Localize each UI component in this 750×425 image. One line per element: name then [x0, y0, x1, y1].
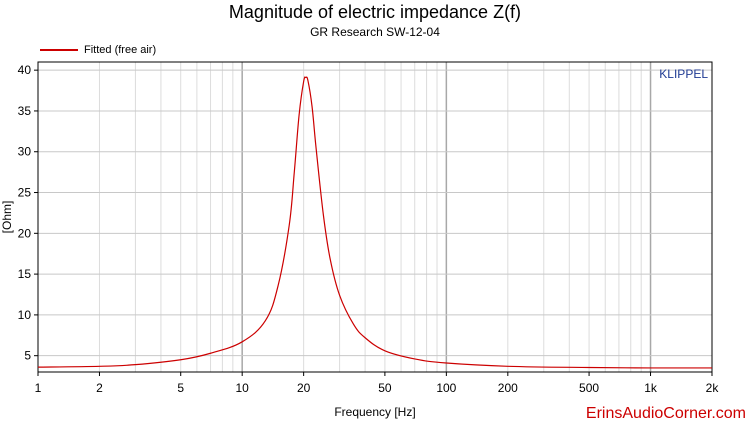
x-tick-label: 20 — [297, 381, 311, 395]
klippel-brand-label: KLIPPEL — [659, 67, 708, 81]
y-axis-label: [Ohm] — [0, 201, 14, 234]
x-tick-label: 2 — [96, 381, 103, 395]
impedance-curve — [37, 76, 713, 369]
plot-frame — [37, 61, 713, 373]
y-tick-label: 10 — [18, 308, 32, 322]
y-tick-label: 40 — [18, 63, 32, 77]
x-tick-label: 500 — [579, 381, 599, 395]
legend-swatch — [40, 49, 78, 51]
y-tick-label: 25 — [18, 186, 32, 200]
chart-subtitle: GR Research SW-12-04 — [310, 25, 440, 39]
x-tick-label: 10 — [235, 381, 249, 395]
legend-label: Fitted (free air) — [84, 44, 157, 56]
x-axis-ticks: 1 2 5 10 20 50 100 200 500 1k 2k — [35, 372, 720, 395]
x-tick-label: 2k — [706, 381, 720, 395]
x-tick-label: 1 — [35, 381, 42, 395]
chart-title: Magnitude of electric impedance Z(f) — [228, 2, 522, 22]
grid-major — [38, 62, 712, 372]
grid-minor — [98, 62, 713, 372]
y-tick-label: 5 — [24, 349, 31, 363]
y-tick-label: 15 — [18, 267, 32, 281]
x-tick-label: 1k — [644, 381, 658, 395]
y-tick-label: 30 — [18, 145, 32, 159]
y-tick-label: 20 — [18, 226, 32, 240]
chart-legend: Fitted (free air) — [40, 43, 156, 57]
x-tick-label: 200 — [498, 381, 518, 395]
site-watermark: ErinsAudioCorner.com — [585, 405, 746, 422]
x-axis-label: Frequency [Hz] — [334, 405, 415, 419]
x-tick-label: 50 — [378, 381, 392, 395]
x-tick-label: 5 — [177, 381, 184, 395]
x-tick-label: 100 — [436, 381, 456, 395]
y-tick-label: 35 — [18, 104, 32, 118]
y-axis-ticks: 5 10 15 20 25 30 35 40 — [18, 63, 38, 363]
